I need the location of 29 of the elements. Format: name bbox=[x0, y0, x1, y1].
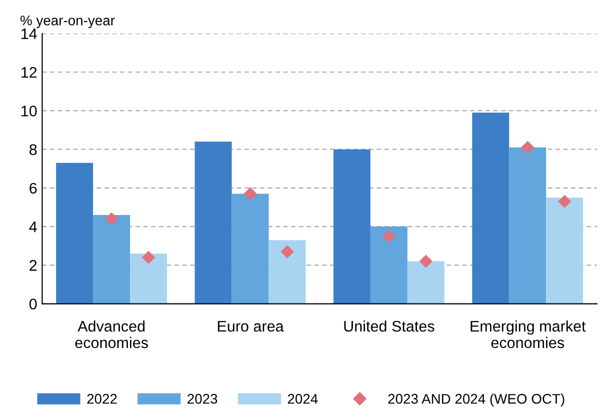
bar bbox=[546, 198, 584, 304]
y-tick-label: 2 bbox=[30, 260, 37, 271]
bar bbox=[333, 149, 370, 304]
bar bbox=[509, 147, 546, 304]
bar bbox=[194, 142, 232, 304]
y-tick-label: 12 bbox=[22, 66, 37, 78]
y-tick-label: 6 bbox=[30, 182, 37, 194]
bar bbox=[56, 162, 94, 304]
y-tick-label: 14 bbox=[22, 28, 37, 40]
legend-label: 2024 bbox=[288, 394, 318, 404]
bar bbox=[130, 254, 168, 304]
bar bbox=[472, 112, 510, 304]
legend-label: 2023 AND 2024 (WEO OCT) bbox=[388, 394, 564, 406]
y-tick-label: 8 bbox=[30, 144, 37, 156]
x-tick-label: Emerging market economies bbox=[470, 320, 586, 348]
bar bbox=[232, 194, 269, 304]
y-axis-title: % year-on-year bbox=[20, 16, 115, 28]
x-tick-label: Euro area bbox=[218, 321, 284, 332]
y-tick-label: 4 bbox=[29, 222, 37, 232]
bar bbox=[93, 214, 130, 304]
x-tick-label: United States bbox=[344, 320, 434, 332]
y-tick-label: 0 bbox=[29, 298, 37, 310]
x-tick-label: Advanced economies bbox=[75, 320, 148, 348]
legend-label: 2023 bbox=[188, 394, 218, 404]
bar bbox=[268, 240, 306, 304]
bar bbox=[407, 261, 444, 304]
legend-label: 2022 bbox=[87, 394, 117, 404]
y-tick-label: 10 bbox=[22, 106, 37, 116]
bar bbox=[370, 226, 408, 304]
